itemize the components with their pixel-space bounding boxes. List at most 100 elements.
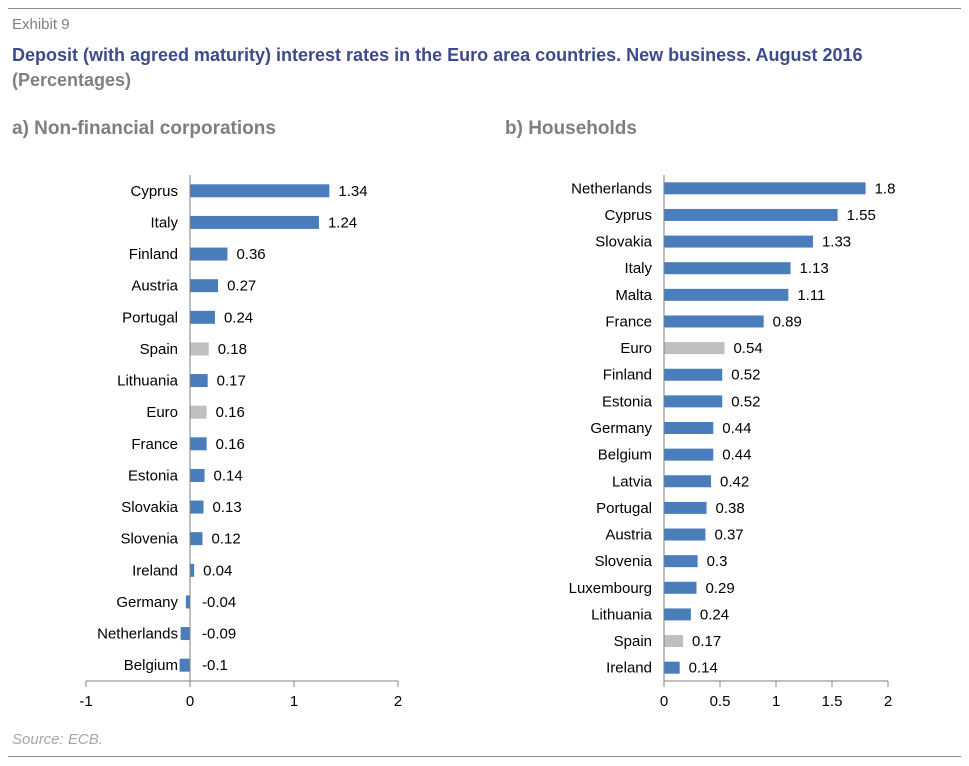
panel-b-category-label: Lithuania (591, 606, 653, 623)
panel-b-category-label: Latvia (612, 473, 653, 490)
panel-b-category-label: Malta (615, 287, 652, 304)
panel-b-category-label: Cyprus (604, 207, 652, 224)
panel-a-value-label: 0.36 (236, 246, 265, 263)
panel-b-category-label: Austria (605, 527, 652, 544)
panel-a-category-label: Italy (150, 214, 178, 231)
panel-b-value-label: 1.13 (800, 260, 829, 277)
panel-b-category-label: France (605, 313, 652, 330)
panel-a-bar (190, 342, 209, 356)
panel-b-value-label: 0.14 (689, 660, 718, 677)
panel-b-bar (664, 501, 707, 514)
panel-a-category-label: Belgium (124, 657, 178, 674)
panel-a-bar (180, 627, 190, 641)
panel-a-bar (185, 595, 190, 609)
panel-a-bar (190, 500, 204, 514)
panel-b-category-label: Slovakia (595, 234, 652, 251)
panel-a-x-tick-label: 0 (186, 693, 194, 710)
panel-b-value-label: 0.37 (714, 527, 743, 544)
panel-a-category-label: Austria (131, 278, 178, 295)
panel-a-bar (190, 279, 219, 293)
top-rule (8, 8, 961, 9)
panel-a-category-label: Lithuania (117, 373, 179, 390)
panel-b-value-label: 0.3 (707, 553, 728, 570)
source-note: Source: ECB. (12, 731, 103, 748)
panel-a-value-label: -0.1 (202, 657, 228, 674)
panel-b-x-tick-label: 0 (660, 693, 668, 710)
panel-a-bar (190, 310, 215, 324)
panel-b-bar (664, 422, 714, 434)
panel-b-bar (664, 182, 866, 195)
panel-a-category-label: Euro (146, 404, 178, 421)
panel-b-value-label: 1.8 (875, 180, 896, 197)
panel-a-value-label: 0.17 (217, 373, 246, 390)
panel-a-value-label: -0.04 (202, 594, 236, 611)
panel-a-bar (179, 658, 190, 672)
panel-b-category-label: Euro (620, 340, 652, 357)
panel-b-x-tick-label: 0.5 (710, 693, 731, 710)
panel-b-value-label: 0.38 (716, 500, 745, 517)
panel-a-bar (190, 437, 207, 451)
panel-b-category-label: Spain (614, 633, 652, 650)
panel-a-value-label: 1.34 (338, 183, 367, 200)
panel-a-category-label: Slovenia (120, 531, 178, 548)
panel-a-category-label: Netherlands (97, 626, 178, 643)
panel-b-bar (664, 581, 697, 594)
panel-b-value-label: 0.44 (722, 420, 751, 437)
panel-b-bar (664, 288, 789, 301)
panel-b-value-label: 0.52 (731, 393, 760, 410)
panel-b-bar (664, 208, 838, 221)
panel-a-value-label: 0.14 (214, 467, 243, 484)
panel-b-category-label: Slovenia (594, 553, 652, 570)
exhibit-label: Exhibit 9 (12, 16, 70, 33)
panel-b-category-label: Estonia (602, 393, 653, 410)
panel-b-value-label: 1.55 (847, 207, 876, 224)
panel-a-category-label: France (131, 436, 178, 453)
panel-b-bar (664, 368, 723, 381)
panel-a-bar (190, 247, 228, 261)
panel-b-bar (664, 448, 714, 461)
panel-a-x-tick-label: 2 (394, 693, 402, 710)
panel-b-value-label: 0.24 (700, 606, 729, 623)
panel-b-category-label: Germany (590, 420, 652, 437)
panel-a-category-label: Cyprus (130, 183, 178, 200)
panel-a-bar (190, 215, 319, 229)
panel-a-value-label: 0.12 (211, 531, 240, 548)
panel-b-value-label: 1.11 (797, 287, 825, 304)
panel-b-value-label: 0.89 (773, 313, 802, 330)
panel-a-category-label: Ireland (132, 562, 178, 579)
chart-subtitle: (Percentages) (12, 70, 132, 90)
panel-a-value-label: 1.24 (328, 214, 357, 231)
panel-b-category-label: Luxembourg (569, 580, 652, 597)
panel-a-value-label: 0.13 (213, 499, 242, 516)
panel-a-category-label: Slovakia (121, 499, 178, 516)
panel-b-bar (664, 528, 706, 541)
panel-b-x-tick-label: 1.5 (822, 693, 843, 710)
panel-b-bar (664, 635, 684, 648)
panel-a-bar (190, 468, 205, 482)
panel-b-bar (664, 342, 725, 355)
panel-a-value-label: 0.04 (203, 562, 232, 579)
panel-a-category-label: Estonia (128, 467, 179, 484)
panel-a-category-label: Finland (129, 246, 178, 263)
chart-title: Deposit (with agreed maturity) interest … (12, 45, 863, 65)
panel-a-bar (190, 563, 195, 577)
panel-b-category-label: Ireland (606, 660, 652, 677)
panel-a-x-tick-label: 1 (290, 693, 298, 710)
panel-b-bar (664, 608, 691, 621)
panel-b-value-label: 0.44 (722, 447, 751, 464)
panel-b-bar (664, 661, 680, 674)
panel-a-value-label: -0.09 (202, 626, 236, 643)
panel-a-bar (190, 374, 208, 388)
panel-a-bar (190, 532, 203, 546)
panel-a-value-label: 0.16 (216, 404, 245, 421)
panel-a-category-label: Spain (140, 341, 178, 358)
panel-b-value-label: 0.54 (733, 340, 762, 357)
bottom-rule (8, 756, 961, 757)
panel-b-bar (664, 315, 764, 328)
panel-b-category-label: Netherlands (571, 180, 652, 197)
panel-a-value-label: 0.24 (224, 309, 253, 326)
panel-b-value-label: 1.33 (822, 234, 851, 251)
panel-a-bar (190, 405, 207, 419)
panel-b-value-label: 0.52 (731, 367, 760, 384)
